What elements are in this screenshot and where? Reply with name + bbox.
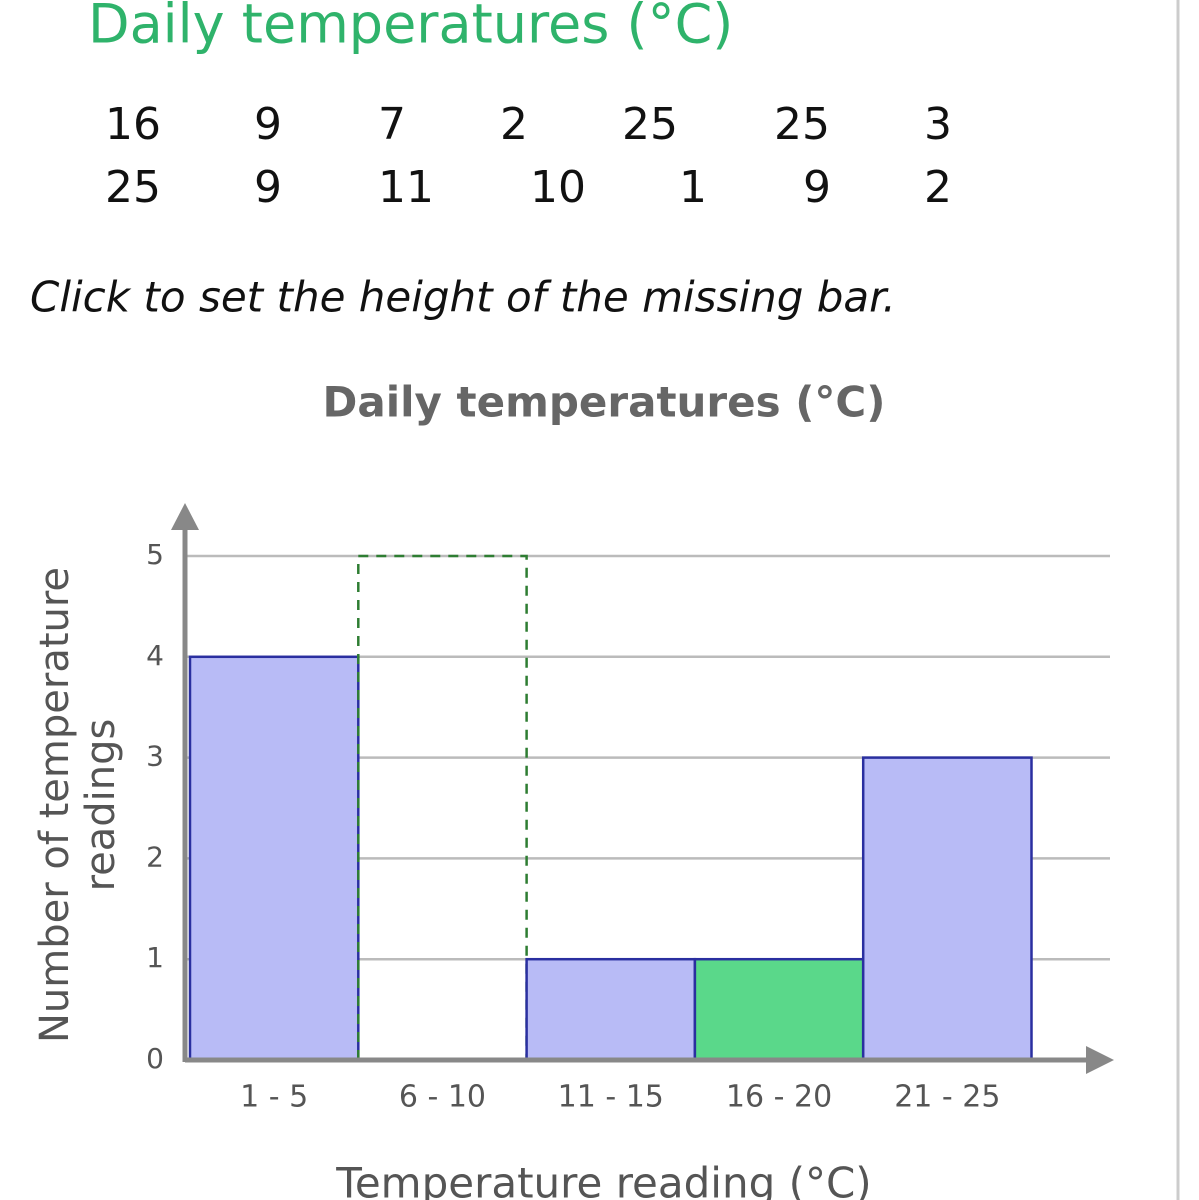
y-tick-label: 3: [146, 740, 164, 773]
table-cell: 25: [622, 99, 678, 150]
chart-title: Daily temperatures (°C): [323, 378, 886, 427]
bar: [188, 655, 360, 1062]
x-tick-label: 1 - 5: [240, 1080, 308, 1115]
page-title: Daily temperatures (°C): [88, 0, 733, 56]
y-tick-label: 1: [146, 941, 164, 974]
dashed-outline: [357, 554, 528, 1060]
instruction: Click to set the height of the missing b…: [30, 273, 896, 322]
table-cell: 2: [924, 162, 952, 213]
y-tick-label: 0: [146, 1042, 164, 1075]
y-axis-label: Number of temperature readings: [32, 566, 124, 1044]
y-tick-label: 2: [146, 840, 164, 873]
bar: [861, 756, 1033, 1062]
table-cell: 9: [803, 162, 831, 213]
x-tick-label: 16 - 20: [726, 1080, 832, 1115]
table-cell: 16: [105, 99, 161, 150]
table-cell: 10: [530, 162, 586, 213]
x-axis-arrow: [1086, 1046, 1114, 1074]
table-cell: 9: [254, 99, 282, 150]
table-cell: 2: [500, 99, 528, 150]
bar: [525, 957, 697, 1062]
table-cell: 1: [679, 162, 707, 213]
x-tick-label: 21 - 25: [894, 1080, 1000, 1115]
table-cell: 25: [774, 99, 830, 150]
table-cell: 11: [378, 162, 434, 213]
table-cell: 9: [254, 162, 282, 213]
missing-bar-area[interactable]: [358, 506, 526, 1060]
table-cell: 3: [924, 99, 952, 150]
x-tick-label: 11 - 15: [558, 1080, 664, 1115]
y-tick-label: 5: [146, 538, 164, 571]
y-axis-arrow: [171, 503, 199, 530]
bar: [693, 957, 865, 1062]
table-cell: 7: [378, 99, 406, 150]
y-tick-label: 4: [146, 639, 164, 672]
x-axis-label: Temperature reading (°C): [335, 1159, 871, 1200]
x-tick-label: 6 - 10: [399, 1080, 486, 1115]
table-cell: 25: [105, 162, 161, 213]
